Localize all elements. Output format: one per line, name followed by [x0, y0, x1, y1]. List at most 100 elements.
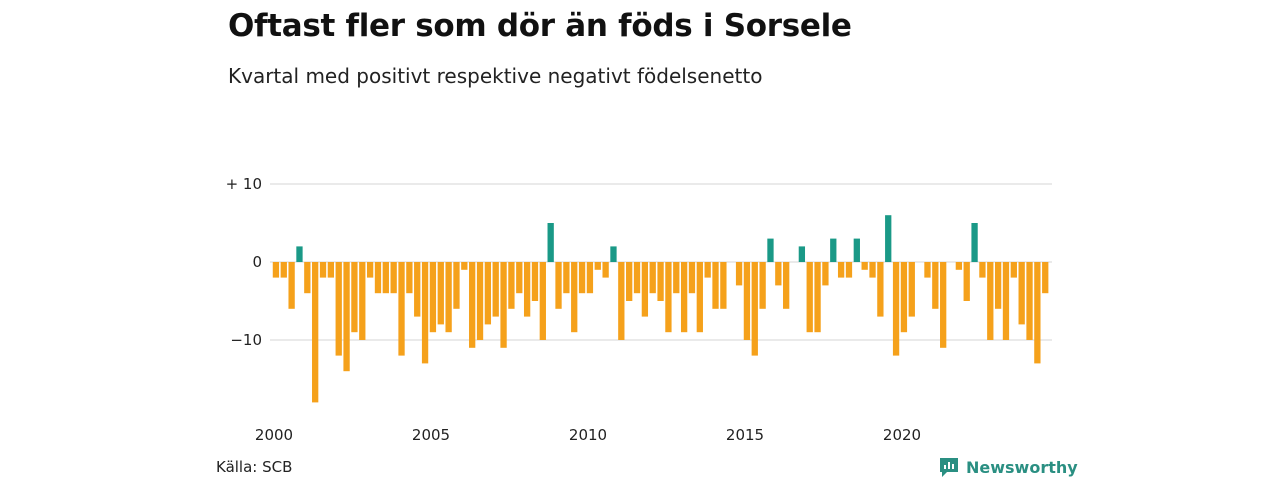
bar [571, 262, 578, 333]
bar [327, 262, 335, 278]
bars [272, 215, 1049, 403]
bar [390, 262, 397, 294]
bar [351, 262, 358, 333]
bar [673, 262, 680, 294]
bar [453, 262, 460, 309]
bar [602, 262, 609, 278]
bar [963, 262, 970, 301]
x-tick-label: 2000 [255, 426, 293, 444]
bar [743, 262, 751, 340]
y-tick-label: 0 [252, 253, 262, 271]
bar [798, 246, 806, 262]
bar [437, 262, 444, 325]
bar [508, 262, 515, 309]
bar [641, 262, 649, 317]
bar [1034, 262, 1041, 364]
bar [994, 262, 1002, 309]
bar [704, 262, 711, 278]
chart-subtitle: Kvartal med positivt respektive negativt… [228, 64, 763, 88]
bar [500, 262, 507, 348]
y-tick-label: −10 [230, 331, 262, 349]
bar [288, 262, 295, 309]
bar [775, 262, 782, 286]
bar [688, 262, 696, 294]
bar [892, 262, 900, 356]
bar [649, 262, 656, 294]
bar [806, 262, 813, 333]
bar [304, 262, 311, 294]
bar [932, 262, 939, 309]
brand-logo[interactable]: Newsworthy [938, 456, 1078, 478]
bar [594, 262, 601, 270]
bar [280, 262, 287, 278]
bar [359, 262, 366, 340]
bar [979, 262, 986, 278]
bar [869, 262, 876, 278]
bar [586, 262, 594, 294]
bar [343, 262, 350, 372]
y-axis-ticks: + 10 0 −10 [226, 175, 262, 349]
bar [759, 262, 766, 309]
bar [924, 262, 931, 278]
bar [335, 262, 342, 356]
bar [861, 262, 868, 270]
bar [578, 262, 586, 294]
bar [398, 262, 405, 356]
bar [406, 262, 413, 294]
bar [531, 262, 539, 301]
bar [696, 262, 703, 333]
bar [940, 262, 947, 348]
bar [845, 262, 853, 278]
bar [971, 223, 978, 262]
bar [877, 262, 884, 317]
bar [908, 262, 915, 317]
bar [735, 262, 743, 286]
bar [421, 262, 429, 364]
bar [555, 262, 562, 309]
bar [563, 262, 570, 294]
bar [523, 262, 531, 317]
bar [665, 262, 672, 333]
bar [272, 262, 280, 278]
source-note: Källa: SCB [216, 458, 293, 476]
bar [680, 262, 688, 333]
bar [712, 262, 719, 309]
bar [837, 262, 845, 278]
bar [539, 262, 546, 340]
bar [461, 262, 468, 270]
bar [1002, 262, 1010, 340]
bar [476, 262, 484, 340]
bar [814, 262, 821, 333]
x-tick-label: 2015 [726, 426, 764, 444]
bar [783, 262, 790, 309]
bar [853, 238, 860, 262]
brand-name: Newsworthy [966, 457, 1078, 477]
bar [374, 262, 382, 294]
bar [547, 223, 554, 262]
bar [429, 262, 437, 333]
x-tick-label: 2020 [883, 426, 921, 444]
x-tick-label: 2005 [412, 426, 450, 444]
bar [492, 262, 499, 317]
bar [516, 262, 523, 294]
bar [319, 262, 327, 278]
newsworthy-logo-icon [940, 458, 958, 477]
bar [484, 262, 492, 325]
chart-title: Oftast fler som dör än föds i Sorsele [228, 8, 852, 44]
bar [366, 262, 374, 278]
x-tick-label: 2010 [569, 426, 607, 444]
bar [1010, 262, 1017, 278]
bar [955, 262, 963, 270]
bar [885, 215, 892, 262]
bar [1026, 262, 1033, 340]
bar [633, 262, 641, 294]
bar [657, 262, 664, 301]
bar [414, 262, 421, 317]
bar [720, 262, 727, 309]
bar [1042, 262, 1049, 294]
bar [469, 262, 476, 348]
bar [382, 262, 389, 294]
bar [618, 262, 625, 340]
bar [767, 238, 774, 262]
